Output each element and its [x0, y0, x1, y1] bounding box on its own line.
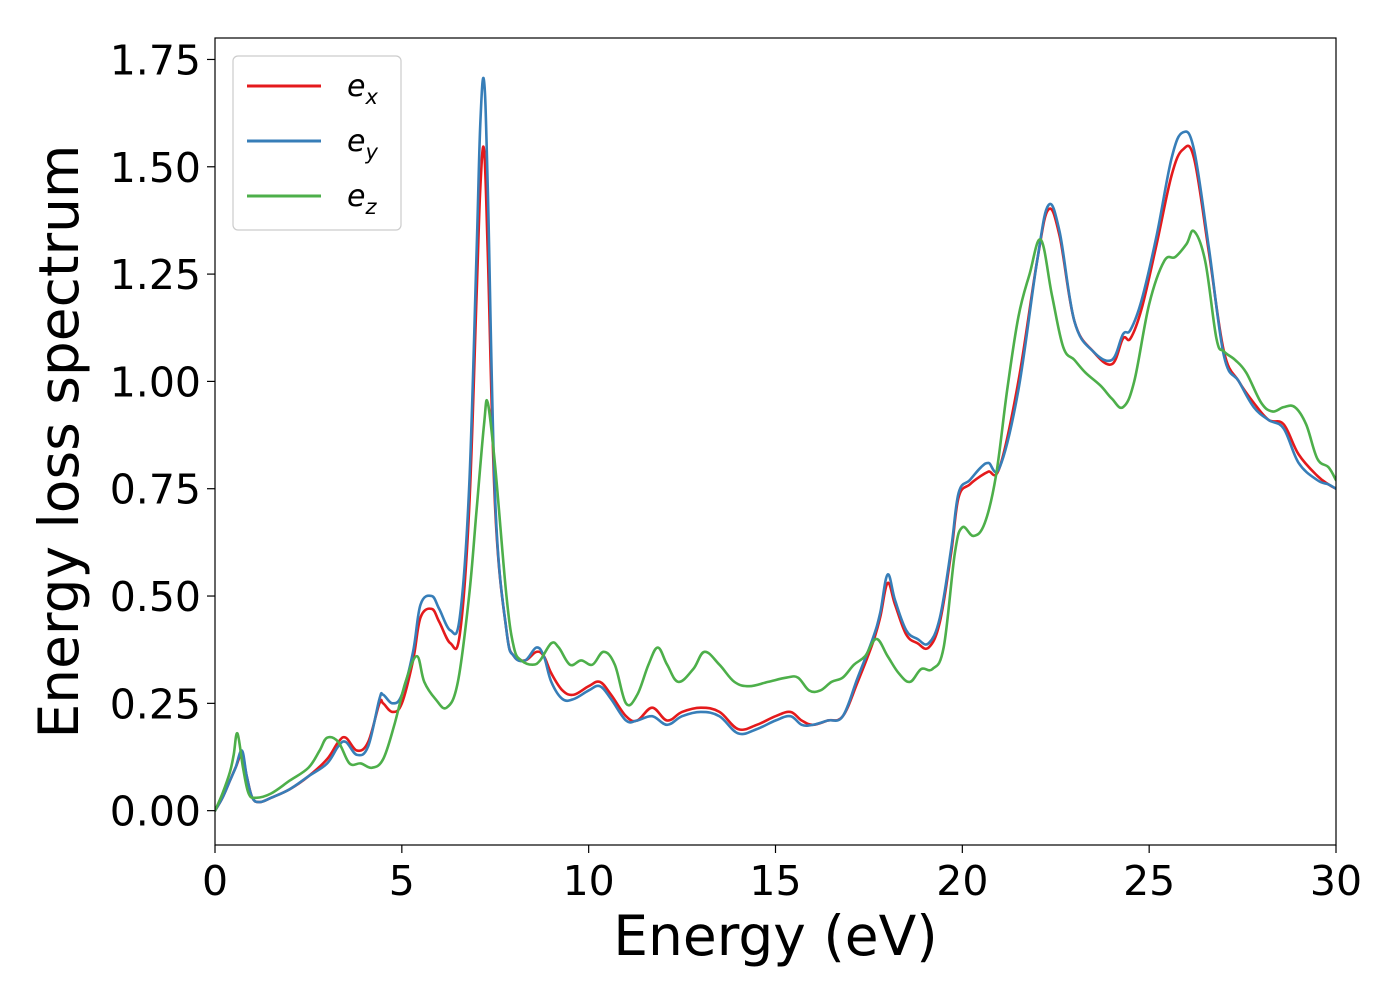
x-tick-label: 20 — [936, 857, 988, 905]
legend-label-subscript: y — [364, 140, 378, 164]
y-axis-label: Energy loss spectrum — [27, 144, 91, 738]
legend-label-main: e — [347, 69, 365, 104]
x-tick-label: 5 — [389, 857, 415, 905]
x-tick-label: 30 — [1310, 857, 1362, 905]
legend-label-main: e — [347, 179, 365, 214]
y-tick-label: 0.00 — [110, 788, 201, 836]
series-line-e-z — [215, 229, 1336, 812]
legend-label-e-x: ex — [347, 69, 378, 109]
y-tick-label: 0.75 — [110, 466, 201, 514]
legend-box — [232, 55, 402, 231]
series-line-e-x — [215, 144, 1336, 812]
series-layer — [215, 76, 1336, 812]
y-axis-ticks: 0.00 0.25 0.50 0.75 1.00 1.25 1.50 1.75 — [110, 36, 215, 836]
y-tick-label: 0.25 — [110, 680, 201, 728]
legend-label-e-z: ez — [347, 179, 377, 219]
x-axis-label: Energy (eV) — [613, 904, 937, 968]
legend-label-e-y: ey — [347, 124, 378, 164]
y-tick-label: 1.25 — [110, 251, 201, 299]
x-axis-ticks: 0 5 10 15 20 25 30 — [202, 845, 1362, 905]
series-line-e-y — [215, 76, 1336, 812]
legend-label-subscript: z — [364, 195, 377, 219]
y-tick-label: 0.50 — [110, 573, 201, 621]
x-tick-label: 15 — [749, 857, 801, 905]
y-tick-label: 1.00 — [110, 358, 201, 406]
legend-label-main: e — [347, 124, 365, 159]
x-tick-label: 0 — [202, 857, 228, 905]
y-tick-label: 1.50 — [110, 144, 201, 192]
x-tick-label: 25 — [1123, 857, 1175, 905]
y-tick-label: 1.75 — [110, 36, 201, 84]
x-tick-label: 10 — [563, 857, 615, 905]
legend-label-subscript: x — [364, 85, 378, 109]
